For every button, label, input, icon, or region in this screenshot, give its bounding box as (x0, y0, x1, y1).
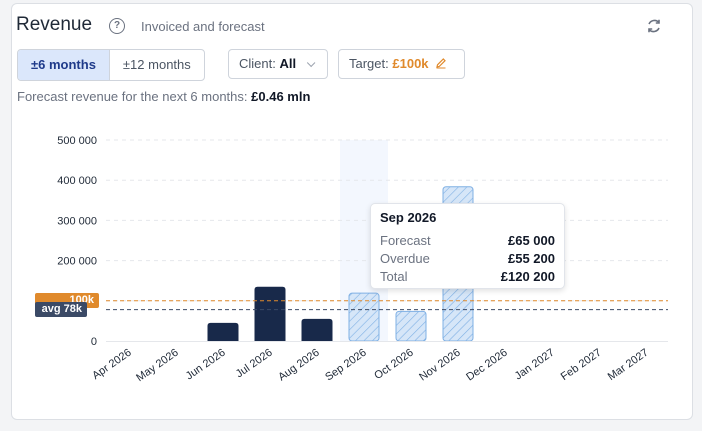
tooltip-row: Overdue £55 200 (380, 250, 555, 268)
y-tick-label: 200 000 (57, 256, 97, 268)
tooltip-title: Sep 2026 (380, 210, 437, 225)
help-icon[interactable]: ? (109, 18, 125, 34)
y-tick-label: 500 000 (57, 135, 97, 147)
client-filter-label: Client: (239, 56, 276, 71)
tooltip-row-label: Overdue (380, 251, 430, 266)
card-title: Revenue (16, 14, 93, 35)
invoiced-bar (301, 318, 333, 341)
client-filter[interactable]: Client: All (228, 49, 328, 79)
tooltip-row: Total £120 200 (380, 268, 555, 286)
range-toggle: ±6 months ±12 months (17, 49, 205, 81)
x-tick-label: Jun 2026 (184, 347, 228, 383)
tooltip-row-value: £55 200 (508, 251, 555, 266)
y-tick-label: 0 (91, 336, 97, 348)
invoiced-bar (207, 322, 239, 341)
forecast-value: £0.46 mln (251, 89, 311, 104)
x-tick-label: Apr 2026 (90, 347, 133, 382)
x-tick-label: May 2026 (134, 347, 180, 385)
x-tick-label: Nov 2026 (417, 347, 462, 384)
refresh-icon[interactable] (646, 18, 662, 34)
tooltip-row-value: £65 000 (508, 233, 555, 248)
x-tick-label: Jul 2026 (234, 347, 275, 381)
chart-tooltip: Sep 2026 Forecast £65 000 Overdue £55 20… (370, 203, 565, 289)
forecast-summary: Forecast revenue for the next 6 months: … (17, 89, 310, 104)
tooltip-row-label: Forecast (380, 233, 431, 248)
tooltip-row-label: Total (380, 269, 408, 284)
x-tick-label: Oct 2026 (372, 347, 415, 382)
y-tick-label: 300 000 (57, 215, 97, 227)
x-tick-label: Feb 2027 (559, 347, 604, 383)
client-filter-value: All (279, 56, 297, 71)
target-label: Target: (349, 56, 389, 71)
tooltip-row: Forecast £65 000 (380, 232, 555, 250)
range-12-months[interactable]: ±12 months (122, 57, 191, 72)
average-line-badge: avg 78k (35, 302, 87, 318)
invoiced-bar (254, 286, 286, 341)
forecast-label: Forecast revenue for the next 6 months: (17, 89, 248, 104)
x-tick-label: Dec 2026 (464, 347, 509, 384)
pencil-icon (436, 58, 447, 69)
range-6-months[interactable]: ±6 months (18, 50, 110, 80)
x-tick-label: Jan 2027 (513, 347, 557, 383)
forecast-bar (395, 310, 427, 342)
tooltip-row-value: £120 200 (500, 269, 555, 284)
card-subtitle: Invoiced and forecast (141, 19, 265, 34)
y-tick-label: 400 000 (57, 175, 97, 187)
x-tick-label: Sep 2026 (323, 347, 368, 384)
x-tick-label: Mar 2027 (606, 347, 651, 383)
target-value: £100k (392, 56, 429, 71)
target-button[interactable]: Target: £100k (338, 49, 465, 79)
x-tick-label: Aug 2026 (276, 347, 321, 384)
